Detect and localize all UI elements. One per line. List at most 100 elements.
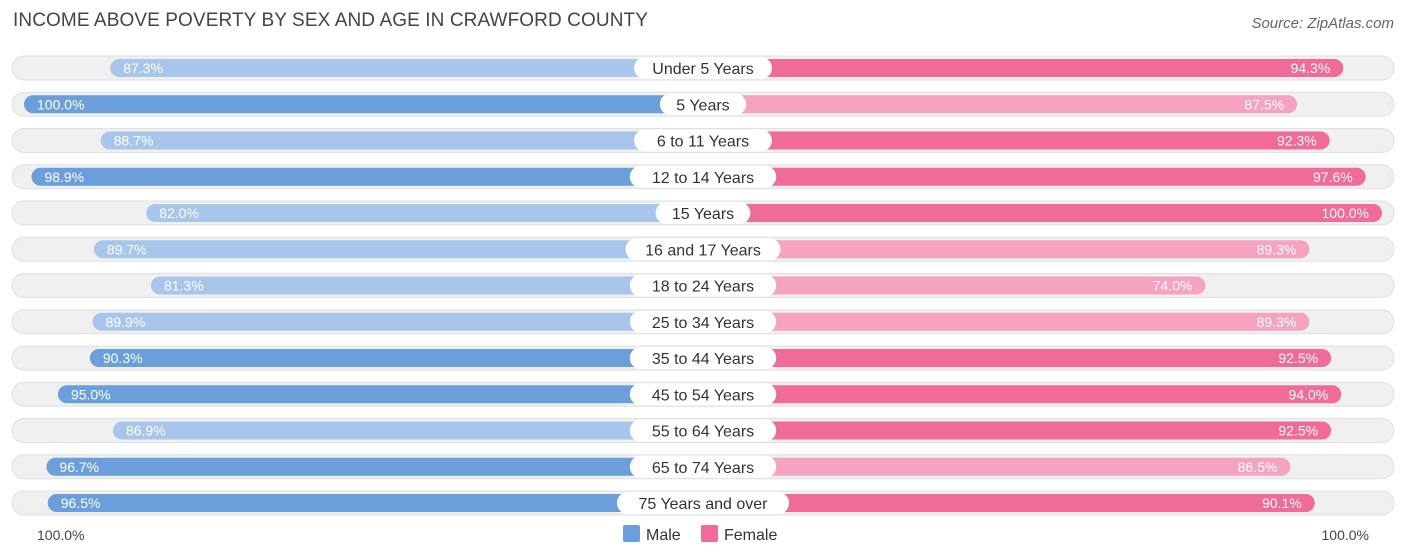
female-value-label: 100.0% — [1322, 205, 1369, 221]
source-label: Source: ZipAtlas.com — [1251, 15, 1394, 32]
female-bar — [703, 59, 1344, 77]
category-pill — [634, 129, 772, 152]
axis-right-label: 100.0% — [1322, 527, 1369, 543]
female-value-label: 94.0% — [1289, 386, 1329, 402]
female-value-label: 92.3% — [1277, 133, 1317, 149]
chart-row: 89.9% 89.3% 25 to 34 Years — [11, 309, 1395, 335]
male-value-label: 98.9% — [44, 169, 84, 185]
male-value-label: 89.9% — [106, 314, 146, 330]
male-bar — [24, 95, 703, 114]
chart-row: 100.0% 87.5% 5 Years — [11, 91, 1395, 117]
male-value-label: 87.3% — [123, 60, 163, 76]
female-value-label: 90.1% — [1262, 495, 1302, 511]
category-pill — [629, 310, 777, 333]
category-pill — [655, 202, 751, 224]
category-label: 75 Years and over — [639, 496, 769, 513]
chart-row: 88.7% 92.3% 6 to 11 Years — [11, 128, 1395, 153]
male-bar — [47, 494, 703, 512]
male-value-label: 95.0% — [71, 386, 111, 402]
male-bar — [110, 59, 703, 77]
chart-row: 82.0% 100.0% 15 Years — [11, 200, 1395, 226]
male-bar — [100, 131, 704, 150]
male-value-label: 100.0% — [37, 96, 84, 112]
female-bar — [703, 421, 1332, 440]
male-bar — [150, 276, 703, 295]
axis-left-label: 100.0% — [37, 527, 84, 543]
category-pill — [629, 274, 777, 297]
female-bar — [703, 349, 1332, 367]
male-value-label: 96.5% — [61, 495, 101, 511]
chart-row: 95.0% 94.0% 45 to 54 Years — [11, 381, 1395, 407]
category-label: 45 to 54 Years — [652, 387, 754, 404]
male-bar — [146, 204, 704, 222]
category-pill — [634, 57, 772, 79]
chart-row: 86.9% 92.5% 55 to 64 Years — [11, 418, 1395, 443]
male-value-label: 90.3% — [103, 350, 143, 366]
female-bar — [703, 95, 1298, 114]
female-legend-label: Female — [724, 527, 777, 544]
category-label: 12 to 14 Years — [652, 170, 754, 187]
female-bar — [703, 494, 1315, 512]
female-value-label: 94.3% — [1291, 60, 1331, 76]
male-legend-swatch — [623, 525, 640, 542]
female-value-label: 74.0% — [1153, 278, 1193, 294]
category-label: 15 Years — [672, 206, 734, 223]
female-legend-swatch — [701, 525, 718, 542]
category-pill — [616, 492, 790, 514]
chart-row: 90.3% 92.5% 35 to 44 Years — [11, 345, 1395, 371]
male-bar — [57, 385, 703, 404]
category-label: 25 to 34 Years — [652, 315, 754, 332]
chart-row: 89.7% 89.3% 16 and 17 Years — [11, 236, 1395, 262]
category-label: 65 to 74 Years — [652, 460, 754, 477]
female-bar — [703, 204, 1382, 222]
female-value-label: 89.3% — [1257, 241, 1297, 257]
male-bar — [112, 421, 704, 440]
category-label: 5 Years — [676, 97, 729, 114]
male-bar — [46, 457, 704, 476]
category-pill — [625, 238, 781, 261]
chart-row: 81.3% 74.0% 18 to 24 Years — [11, 273, 1395, 298]
male-bar — [31, 167, 704, 186]
category-label: 35 to 44 Years — [652, 351, 754, 368]
female-bar — [703, 131, 1330, 150]
category-pill — [659, 93, 747, 116]
male-value-label: 88.7% — [114, 133, 154, 149]
category-pill — [629, 347, 777, 369]
male-value-label: 96.7% — [59, 459, 99, 475]
female-value-label: 89.3% — [1257, 314, 1297, 330]
category-pill — [629, 419, 777, 442]
female-bar — [703, 457, 1291, 476]
chart-row: 98.9% 97.6% 12 to 14 Years — [11, 164, 1395, 190]
female-value-label: 92.5% — [1278, 423, 1318, 439]
female-bar — [703, 276, 1206, 295]
category-pill — [629, 455, 777, 478]
chart-row: 96.7% 86.5% 65 to 74 Years — [11, 454, 1395, 480]
chart-title: INCOME ABOVE POVERTY BY SEX AND AGE IN C… — [13, 10, 648, 31]
male-legend-label: Male — [646, 527, 681, 544]
category-label: 6 to 11 Years — [657, 134, 749, 151]
female-value-label: 86.5% — [1238, 459, 1278, 475]
chart-row: 96.5% 90.1% 75 Years and over — [11, 490, 1395, 516]
category-pill — [629, 383, 777, 406]
category-label: Under 5 Years — [652, 61, 753, 78]
male-value-label: 89.7% — [107, 241, 147, 257]
male-value-label: 86.9% — [126, 423, 166, 439]
female-bar — [703, 385, 1342, 404]
category-label: 55 to 64 Years — [652, 424, 754, 441]
female-bar — [703, 240, 1310, 259]
female-bar — [703, 167, 1366, 186]
male-bar — [89, 349, 704, 367]
chart-row: 87.3% 94.3% Under 5 Years — [11, 55, 1395, 81]
female-value-label: 97.6% — [1313, 169, 1353, 185]
male-bar — [92, 312, 704, 331]
category-pill — [629, 165, 777, 188]
legend: Male Female — [623, 525, 777, 544]
female-value-label: 87.5% — [1244, 96, 1284, 112]
female-bar — [703, 312, 1310, 331]
male-bar — [93, 240, 703, 259]
category-label: 18 to 24 Years — [652, 279, 754, 296]
male-value-label: 82.0% — [159, 205, 199, 221]
male-value-label: 81.3% — [164, 278, 204, 294]
category-label: 16 and 17 Years — [645, 242, 761, 259]
